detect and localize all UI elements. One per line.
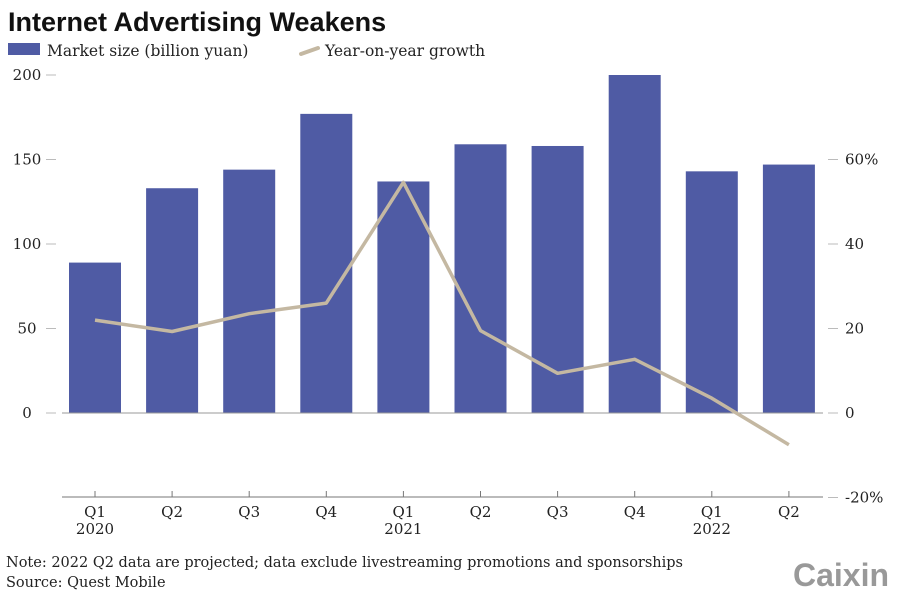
legend: Market size (billion yuan) Year-on-year … [8, 42, 485, 60]
x-year-label: 2022 [693, 520, 731, 538]
x-tick-label: Q4 [624, 503, 646, 521]
bar-0 [69, 262, 121, 413]
bar-7 [608, 75, 661, 413]
legend-bar-label: Market size (billion yuan) [47, 42, 248, 60]
bar-5 [454, 144, 507, 414]
bars [69, 75, 815, 414]
left-tick-label: 50 [17, 320, 36, 338]
right-tick-label: -20% [845, 489, 883, 507]
x-tick-label: Q1 [701, 503, 723, 521]
left-tick-label: 0 [22, 404, 32, 422]
bar-3 [300, 113, 353, 414]
footer-source: Source: Quest Mobile [6, 575, 166, 591]
bar-2 [223, 169, 276, 413]
right-tick-label: 0 [845, 404, 855, 422]
x-year-label: 2020 [76, 520, 114, 538]
growth-polyline [94, 180, 790, 447]
right-tick-label: 60% [845, 151, 878, 169]
x-tick-label: Q2 [161, 503, 183, 521]
left-tick-label: 150 [13, 151, 42, 169]
right-tick-label: 20 [845, 320, 864, 338]
footer-note: Note: 2022 Q2 data are projected; data e… [6, 555, 683, 571]
x-tick-label: Q2 [470, 503, 492, 521]
legend-line-label: Year-on-year growth [324, 42, 485, 60]
right-axis: -20% 0 20 40 60% [828, 151, 883, 507]
x-tick-label: Q3 [238, 503, 260, 521]
x-year-label: 2021 [384, 520, 422, 538]
bar-1 [146, 188, 199, 413]
legend-bar-swatch [8, 43, 40, 55]
growth-line [94, 180, 790, 447]
x-tick-label: Q1 [392, 503, 414, 521]
left-tick-label: 200 [13, 66, 42, 84]
x-tick-label: Q1 [84, 503, 106, 521]
bar-8 [685, 171, 738, 413]
bar-9 [762, 164, 815, 413]
chart-title: Internet Advertising Weakens [8, 7, 386, 37]
caixin-logo: Caixin [793, 557, 889, 593]
legend-line-swatch [299, 46, 320, 56]
left-tick-label: 100 [13, 235, 42, 253]
x-tick-label: Q3 [547, 503, 569, 521]
x-tick-label: Q4 [315, 503, 337, 521]
bar-4 [377, 181, 430, 413]
right-tick-label: 40 [845, 235, 864, 253]
left-axis: 0 50 100 150 200 [13, 66, 56, 422]
x-tick-label: Q2 [778, 503, 800, 521]
